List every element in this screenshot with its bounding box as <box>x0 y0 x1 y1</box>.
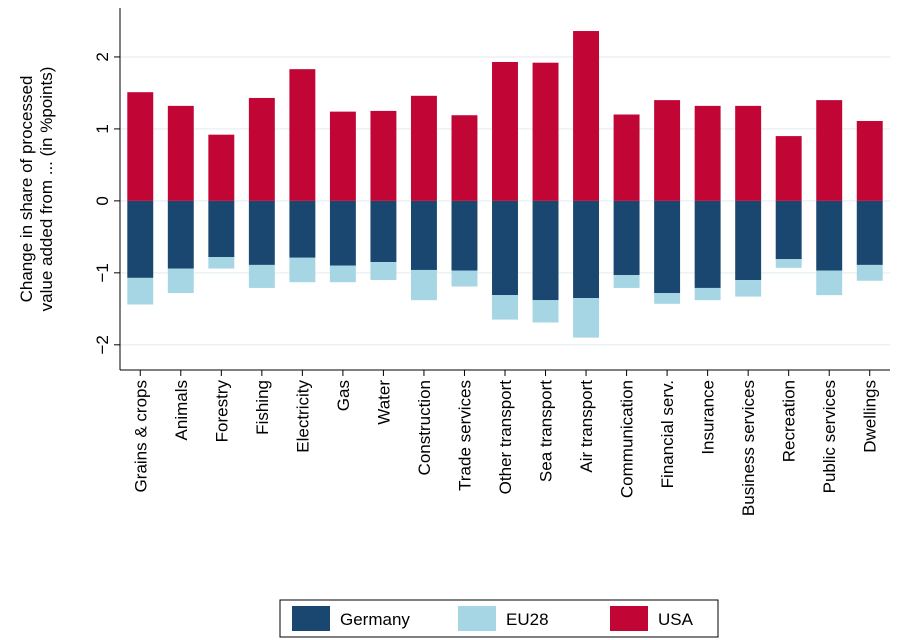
bar <box>775 136 802 201</box>
bar <box>410 269 437 301</box>
legend-label: EU28 <box>506 610 549 629</box>
bar <box>735 105 762 201</box>
x-tick-label: Communication <box>618 380 637 498</box>
x-tick-label: Air transport <box>577 380 596 473</box>
bar <box>532 200 559 301</box>
bar <box>816 270 843 296</box>
bar <box>167 200 194 269</box>
x-tick-label: Public services <box>820 380 839 493</box>
x-tick-label: Business services <box>739 380 758 516</box>
y-axis-title-line: Change in share of processed <box>17 76 36 303</box>
y-axis-title: Change in share of processed value added… <box>17 67 56 312</box>
bar <box>329 200 356 266</box>
bar <box>329 265 356 283</box>
bar <box>451 115 478 201</box>
bar <box>289 69 316 201</box>
bar <box>492 200 518 296</box>
bar <box>208 200 235 258</box>
bar <box>451 270 478 287</box>
legend-swatch <box>292 606 330 631</box>
bar <box>492 61 518 201</box>
bar <box>775 200 802 260</box>
bar <box>370 262 397 281</box>
bar <box>248 264 275 288</box>
bar <box>370 200 397 263</box>
y-tick-label: 2 <box>93 52 112 61</box>
bar <box>410 95 437 201</box>
legend-swatch <box>610 606 648 631</box>
bar <box>329 111 356 201</box>
legend-label: USA <box>658 610 694 629</box>
bar <box>613 200 640 276</box>
bar <box>167 105 194 201</box>
bar <box>694 287 721 301</box>
bar <box>694 200 721 288</box>
bar <box>532 300 559 323</box>
x-tick-label: Construction <box>415 380 434 475</box>
y-tick-label: −2 <box>93 335 112 354</box>
bar <box>492 295 518 320</box>
x-tick-label: Animals <box>172 380 191 440</box>
bar <box>856 120 883 201</box>
bar <box>856 264 883 281</box>
bar <box>573 31 600 201</box>
x-tick-label: Electricity <box>293 380 312 453</box>
bar <box>735 200 762 281</box>
bar <box>654 200 681 293</box>
bar <box>654 292 681 304</box>
x-tick-label: Trade services <box>455 380 474 491</box>
x-tick-label: Forestry <box>212 380 231 443</box>
x-tick-label: Fishing <box>253 380 272 435</box>
x-tick-label: Other transport <box>496 380 515 495</box>
bar <box>370 110 397 201</box>
legend-swatch <box>458 606 496 631</box>
bar <box>451 200 478 271</box>
y-tick-label: −1 <box>93 263 112 282</box>
bar <box>694 105 721 201</box>
bar <box>532 62 559 201</box>
legend-label: Germany <box>340 610 410 629</box>
x-tick-label: Gas <box>334 380 353 411</box>
bar <box>775 259 802 268</box>
bar <box>613 275 640 288</box>
y-tick-label: 1 <box>93 124 112 133</box>
bar <box>248 200 275 265</box>
bar <box>208 257 235 269</box>
bar <box>573 200 600 299</box>
y-axis-title-line: value added from ... (in %points) <box>37 67 56 312</box>
y-tick-label: 0 <box>93 196 112 205</box>
bar <box>127 277 154 305</box>
bar <box>127 200 154 278</box>
x-tick-label: Insurance <box>699 380 718 455</box>
bar <box>248 97 275 201</box>
x-tick-label: Financial serv. <box>658 380 677 488</box>
bar <box>289 257 316 283</box>
x-tick-label: Recreation <box>780 380 799 462</box>
x-tick-label: Water <box>374 380 393 425</box>
bar <box>654 100 681 201</box>
bar <box>816 200 843 271</box>
x-tick-label: Sea transport <box>537 380 556 482</box>
bar <box>856 200 883 265</box>
x-tick-label: Dwellings <box>861 380 880 453</box>
bar <box>816 100 843 201</box>
bar <box>573 298 600 338</box>
bar <box>167 268 194 293</box>
bar <box>208 134 235 201</box>
bar <box>735 280 762 297</box>
bar <box>410 200 437 270</box>
bar <box>127 92 154 201</box>
bar <box>613 114 640 201</box>
bar <box>289 200 316 258</box>
x-tick-label: Grains & crops <box>131 380 150 492</box>
